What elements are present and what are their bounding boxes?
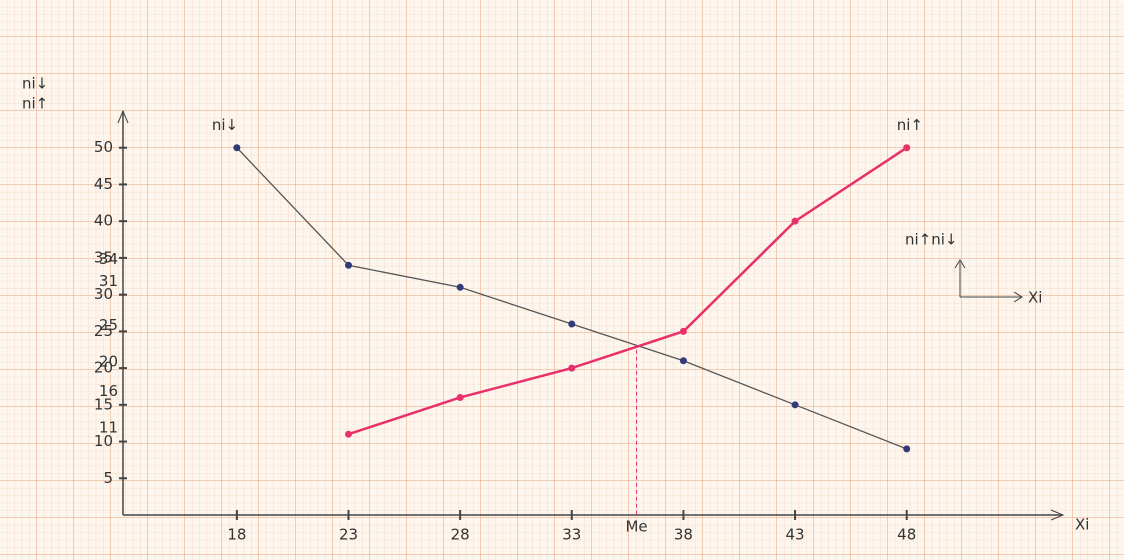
point (568, 365, 575, 372)
series-label: ni↑ (897, 116, 923, 134)
point (345, 431, 352, 438)
marked-value: 11 (99, 419, 118, 437)
point (903, 445, 910, 452)
y-axis-label: ni↑ (22, 95, 48, 113)
point (457, 394, 464, 401)
paper-grid (0, 0, 1124, 560)
marked-value: 25 (99, 316, 118, 334)
point (792, 401, 799, 408)
series-label: ni↓ (212, 116, 238, 134)
point (457, 284, 464, 291)
y-tick-label: 5 (103, 469, 113, 487)
y-tick-label: 40 (94, 212, 113, 230)
chart: Xini↓ni↑18232833384348510152025303540455… (0, 0, 1124, 560)
point (568, 321, 575, 328)
inset-y-label: ni↑ni↓ (905, 231, 958, 249)
y-axis-label: ni↓ (22, 75, 48, 93)
x-tick-label: 38 (674, 526, 693, 544)
x-tick-label: 33 (562, 526, 581, 544)
point (792, 218, 799, 225)
x-tick-label: 23 (339, 526, 358, 544)
point (903, 144, 910, 151)
y-tick-label: 45 (94, 175, 113, 193)
marked-value: 31 (99, 272, 118, 290)
point (233, 144, 240, 151)
marked-value: 20 (99, 353, 118, 371)
marked-value: 34 (99, 250, 118, 268)
point (680, 328, 687, 335)
x-axis-label: Xi (1075, 516, 1089, 534)
marked-value: 16 (99, 382, 118, 400)
x-tick-label: 43 (786, 526, 805, 544)
point (345, 262, 352, 269)
x-tick-label: 28 (451, 526, 470, 544)
inset-x-label: Xi (1028, 289, 1042, 307)
x-tick-label: 48 (897, 526, 916, 544)
point (680, 357, 687, 364)
x-tick-label: 18 (227, 526, 246, 544)
median-label: Me (625, 518, 647, 536)
y-tick-label: 50 (94, 138, 113, 156)
